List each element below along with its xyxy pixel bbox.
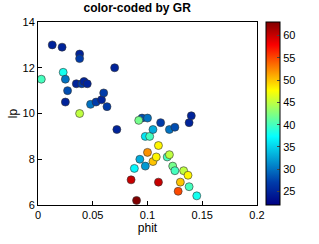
svg-text:35: 35 bbox=[283, 141, 295, 153]
svg-text:0.05: 0.05 bbox=[82, 209, 103, 221]
svg-text:14: 14 bbox=[23, 16, 35, 28]
svg-text:8: 8 bbox=[29, 153, 35, 165]
svg-text:0.2: 0.2 bbox=[249, 209, 264, 221]
svg-text:30: 30 bbox=[283, 163, 295, 175]
svg-text:lp: lp bbox=[6, 109, 20, 119]
svg-text:10: 10 bbox=[23, 107, 35, 119]
svg-text:55: 55 bbox=[283, 52, 295, 64]
svg-text:phit: phit bbox=[138, 221, 158, 235]
svg-text:0.15: 0.15 bbox=[192, 209, 213, 221]
svg-text:color-coded by GR: color-coded by GR bbox=[83, 1, 191, 15]
svg-text:50: 50 bbox=[283, 74, 295, 86]
svg-text:45: 45 bbox=[283, 96, 295, 108]
svg-text:40: 40 bbox=[283, 119, 295, 131]
svg-text:12: 12 bbox=[23, 62, 35, 74]
svg-text:0.1: 0.1 bbox=[140, 209, 155, 221]
svg-text:25: 25 bbox=[283, 185, 295, 197]
svg-text:60: 60 bbox=[283, 29, 295, 41]
svg-text:6: 6 bbox=[29, 199, 35, 211]
svg-text:0: 0 bbox=[35, 209, 41, 221]
